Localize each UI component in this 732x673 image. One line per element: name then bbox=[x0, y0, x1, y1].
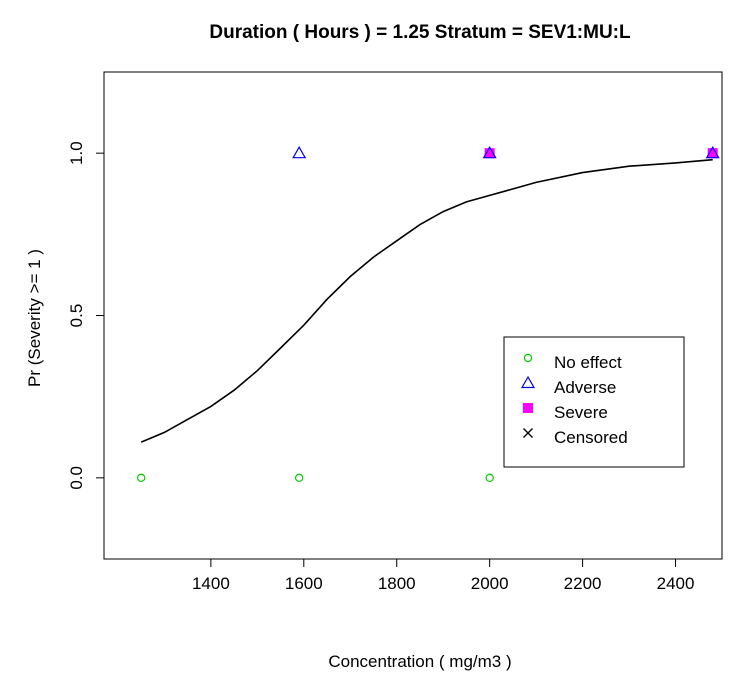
y-tick-label: 0.5 bbox=[67, 304, 86, 328]
x-tick-label: 2400 bbox=[657, 574, 695, 593]
x-axis-label: Concentration ( mg/m3 ) bbox=[328, 652, 511, 671]
y-tick-label: 1.0 bbox=[67, 141, 86, 165]
data-point-no-effect bbox=[294, 473, 304, 483]
data-point-no-effect bbox=[485, 473, 494, 483]
data-point-no-effect bbox=[136, 473, 146, 483]
legend: No effect Adverse Severe Censored bbox=[503, 336, 685, 468]
legend-label: Severe bbox=[554, 403, 608, 422]
x-tick-label: 2000 bbox=[471, 574, 509, 593]
legend-label: Adverse bbox=[554, 378, 616, 397]
data-point-adverse bbox=[705, 145, 720, 159]
x-tick-label: 2200 bbox=[564, 574, 602, 593]
legend-label: No effect bbox=[554, 353, 622, 372]
data-point-severe bbox=[707, 148, 718, 159]
y-tick-label: 0.0 bbox=[67, 466, 86, 490]
plot-frame bbox=[103, 71, 723, 560]
data-point-adverse bbox=[482, 145, 497, 159]
y-axis: 0.0 0.5 1.0 bbox=[67, 141, 104, 490]
legend-marker bbox=[520, 375, 536, 389]
fit-curve-layer bbox=[140, 158, 713, 443]
x-tick-label: 1400 bbox=[192, 574, 230, 593]
x-tick-label: 1600 bbox=[285, 574, 323, 593]
x-tick-label: 1800 bbox=[378, 574, 416, 593]
fit-curve-line bbox=[140, 158, 713, 443]
data-point-adverse bbox=[292, 145, 307, 159]
data-points-layer bbox=[136, 145, 720, 483]
legend-label: Censored bbox=[554, 428, 628, 447]
y-axis-label: Pr (Severity >= 1 ) bbox=[25, 249, 44, 387]
legend-marker bbox=[523, 403, 533, 413]
x-axis: 1400 1600 1800 2000 2200 2400 bbox=[192, 559, 694, 593]
legend-box bbox=[503, 336, 685, 468]
legend-marker bbox=[523, 353, 533, 363]
chart-title: Duration ( Hours ) = 1.25 Stratum = SEV1… bbox=[209, 22, 631, 43]
data-point-severe bbox=[484, 148, 495, 159]
cross-stroke bbox=[523, 428, 533, 438]
legend-marker bbox=[523, 428, 533, 438]
